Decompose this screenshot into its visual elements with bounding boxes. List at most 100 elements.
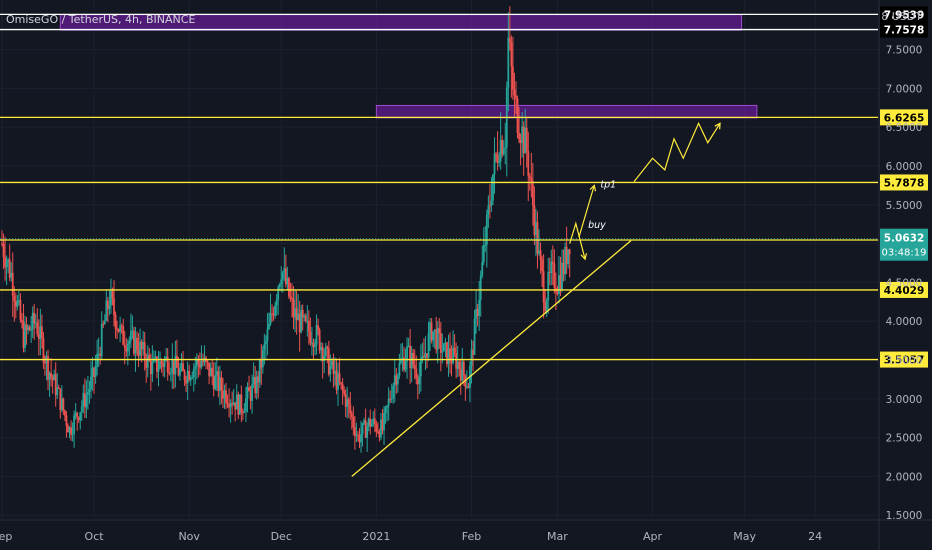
candle-body [183,371,186,381]
candle-body [185,380,188,384]
price-tag [880,174,928,191]
y-tick-label: 6.0000 [886,161,923,173]
candle-body [157,368,160,372]
candle-body [340,382,342,384]
candle-body [281,272,284,280]
candle-body [419,359,422,377]
candle-body [76,412,79,418]
candle-body [8,259,11,278]
candle-body [314,344,316,347]
candle-body [294,308,296,318]
candle-body [330,360,333,366]
candle-body [398,363,401,376]
candle-body [501,139,504,155]
candle-body [64,410,66,416]
candle-body [274,305,277,316]
grid-layer [0,0,878,518]
candle-body [180,363,183,370]
candle-body [71,433,74,435]
projection-arrowhead [589,184,597,192]
candle-body [562,262,565,275]
price-tag [880,21,928,38]
candle-body [533,205,536,235]
x-tick-label: Dec [271,530,292,543]
candle-body [367,418,370,427]
candle-body [487,205,490,215]
candle-body [275,299,278,306]
candle-body [538,250,540,254]
candle-body [142,342,145,350]
candle-body [217,371,220,391]
candle-body [139,341,141,356]
candle-body [519,139,522,143]
x-tick-label: Feb [462,530,481,543]
candle-body [47,356,49,380]
candle-body [131,330,134,332]
candle-body [93,367,95,377]
candle-body [515,95,517,99]
candle-body [561,262,563,290]
candle-body [122,326,125,345]
candle-body [442,343,445,352]
candle-body [91,367,94,377]
candle-body [295,308,298,321]
candle-body [326,346,329,349]
candle-body [280,279,283,285]
candle-body [292,299,295,318]
candle-body [111,291,114,299]
candle-body [123,344,126,349]
x-tick-label: Nov [178,530,200,543]
candle-body [370,423,373,427]
candle-body [416,378,419,385]
current-price-tag [880,228,928,261]
candle-body [145,360,148,368]
candle-body [87,392,89,395]
candle-body [556,292,559,295]
candle-body [39,326,42,339]
candle-body [467,386,470,389]
candle-body [424,353,427,358]
candle-body [241,412,244,414]
candle-body [298,313,301,333]
candle-body [208,362,211,377]
candle-body [393,375,396,386]
candle-body [202,360,204,363]
candle-body [352,416,355,428]
candle-body [568,249,571,255]
candle-body [329,365,332,375]
candle-body [524,127,527,154]
candle-body [176,355,178,368]
candle-body [476,308,479,316]
candle-body [258,358,261,383]
candle-body [335,370,338,390]
candle-body [226,402,229,405]
candle-body [450,359,453,364]
candle-body [452,347,454,364]
candle-body [462,361,465,376]
candle-body [214,375,217,390]
candle-body [527,151,530,176]
candle-body [510,42,513,67]
candle-body [530,178,533,182]
candle-body [439,332,442,353]
y-tick-label: 2.0000 [886,471,923,483]
candle-body [484,244,487,246]
candle-body [427,333,430,358]
candle-body [522,126,525,154]
x-tick-label: Oct [85,530,105,543]
candle-body [378,431,381,438]
candle-body [386,405,389,408]
candle-body [436,328,439,350]
price-tag [880,281,928,298]
projection-arrowhead [714,122,721,130]
candle-body [266,329,269,341]
y-tick-label: 3.0000 [886,394,923,406]
candle-body [68,427,71,433]
candle-body [179,369,181,376]
candle-body [105,300,108,321]
candle-body [323,355,326,362]
candle-body [553,263,556,288]
candle-body [237,394,240,415]
